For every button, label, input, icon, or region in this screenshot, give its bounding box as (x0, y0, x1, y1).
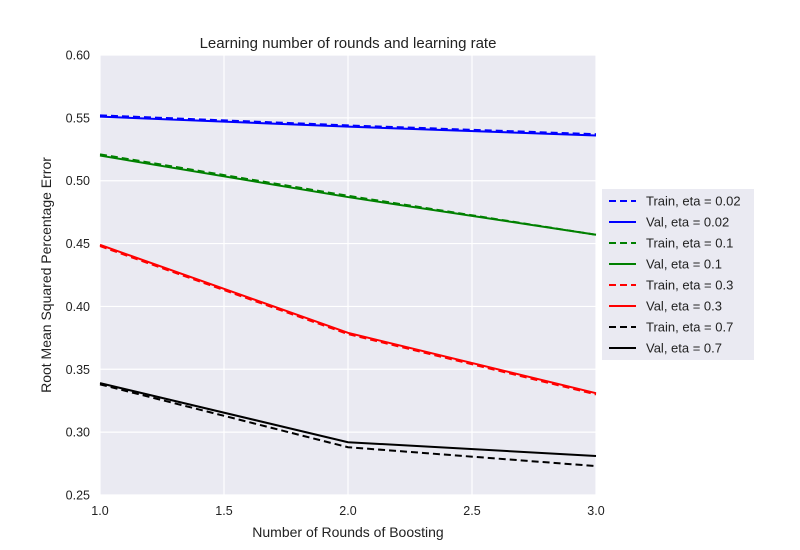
legend-label: Val, eta = 0.1 (646, 257, 722, 272)
y-tick-label: 0.55 (66, 111, 90, 125)
x-axis-ticks: 1.0 1.5 2.0 2.5 3.0 (91, 504, 604, 518)
y-tick-label: 0.40 (66, 300, 90, 314)
legend-label: Val, eta = 0.02 (646, 215, 729, 230)
legend-label: Train, eta = 0.3 (646, 278, 733, 293)
x-tick-label: 1.5 (215, 504, 232, 518)
y-axis-ticks: 0.25 0.30 0.35 0.40 0.45 0.50 0.55 0.60 (66, 49, 90, 503)
y-tick-label: 0.30 (66, 426, 90, 440)
y-tick-label: 0.60 (66, 49, 90, 63)
series-line-train-eta-0-3 (99, 245, 597, 396)
y-tick-label: 0.50 (66, 174, 90, 188)
legend-label: Train, eta = 0.02 (646, 194, 741, 209)
x-tick-label: 2.5 (463, 504, 480, 518)
y-tick-label: 0.25 (66, 489, 90, 503)
series-line-train-eta-0-02 (99, 114, 597, 136)
chart-title: Learning number of rounds and learning r… (200, 35, 497, 52)
x-tick-label: 3.0 (587, 504, 604, 518)
series-line-val-eta-0-02 (99, 115, 597, 137)
legend-box (602, 189, 754, 360)
y-tick-label: 0.35 (66, 363, 90, 377)
x-tick-label: 2.0 (339, 504, 356, 518)
legend-label: Train, eta = 0.7 (646, 320, 733, 335)
series-line-val-eta-0-7 (99, 382, 597, 458)
series-lines (99, 114, 597, 468)
x-tick-label: 1.0 (91, 504, 108, 518)
legend: Train, eta = 0.02 Val, eta = 0.02 Train, e… (602, 189, 754, 360)
grid (99, 54, 597, 496)
series-line-train-eta-0-7 (99, 383, 597, 468)
series-line-val-eta-0-3 (99, 243, 597, 395)
y-axis-label: Root Mean Squared Percentage Error (38, 157, 54, 393)
legend-label: Val, eta = 0.3 (646, 299, 722, 314)
series-line-val-eta-0-1 (99, 154, 597, 236)
legend-label: Val, eta = 0.7 (646, 341, 722, 356)
x-axis-label: Number of Rounds of Boosting (252, 524, 443, 540)
legend-label: Train, eta = 0.1 (646, 236, 733, 251)
y-tick-label: 0.45 (66, 237, 90, 251)
